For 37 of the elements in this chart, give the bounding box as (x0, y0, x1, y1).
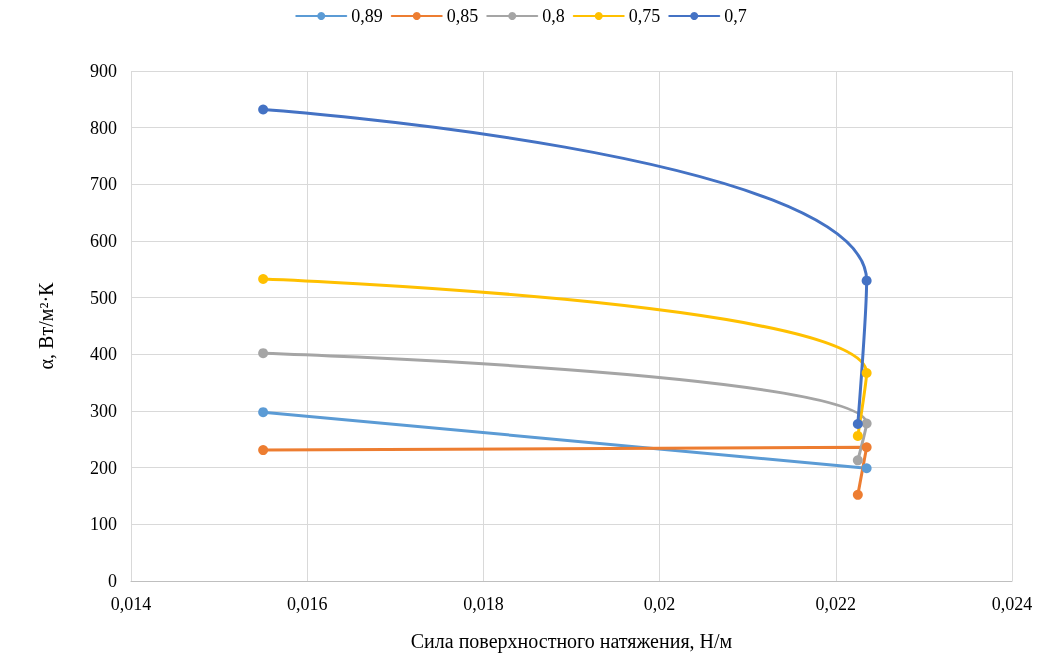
legend-label: 0,75 (628, 6, 661, 26)
y-tick-label: 700 (90, 174, 117, 195)
point (852, 489, 863, 500)
point (861, 368, 872, 379)
point (258, 445, 269, 456)
point (258, 407, 269, 418)
point (852, 419, 863, 430)
legend-label: 0,89 (351, 6, 383, 26)
x-tick-label: 0,016 (286, 594, 328, 614)
point (258, 348, 269, 359)
y-tick-label: 200 (90, 457, 117, 478)
y-axis-title: α, Вт/м²·К (35, 281, 57, 370)
y-tick-label: 600 (90, 231, 117, 251)
point (861, 275, 872, 286)
y-tick-label: 400 (90, 344, 117, 365)
point (861, 442, 872, 453)
point (861, 463, 872, 474)
legend-label: 0,85 (446, 6, 479, 26)
x-tick-label: 0,018 (463, 594, 504, 614)
point (258, 273, 269, 284)
x-axis-title: Сила поверхностного натяжения, Н/м (410, 630, 733, 653)
x-tick-label: 0,014 (110, 594, 152, 614)
x-tick-label: 0,02 (643, 594, 676, 614)
x-tick-label: 0,022 (815, 594, 857, 614)
y-tick-label: 300 (90, 401, 117, 421)
point (852, 430, 863, 441)
legend-label: 0,8 (542, 6, 565, 26)
y-tick-label: 0 (108, 571, 117, 591)
y-tick-label: 900 (90, 61, 117, 81)
y-tick-label: 800 (90, 117, 117, 138)
legend-label: 0,7 (724, 6, 747, 26)
point (861, 418, 872, 429)
point (852, 455, 863, 466)
y-tick-label: 100 (90, 514, 117, 535)
y-tick-label: 500 (90, 287, 117, 308)
point (258, 104, 269, 115)
x-tick-label: 0,024 (991, 594, 1033, 614)
